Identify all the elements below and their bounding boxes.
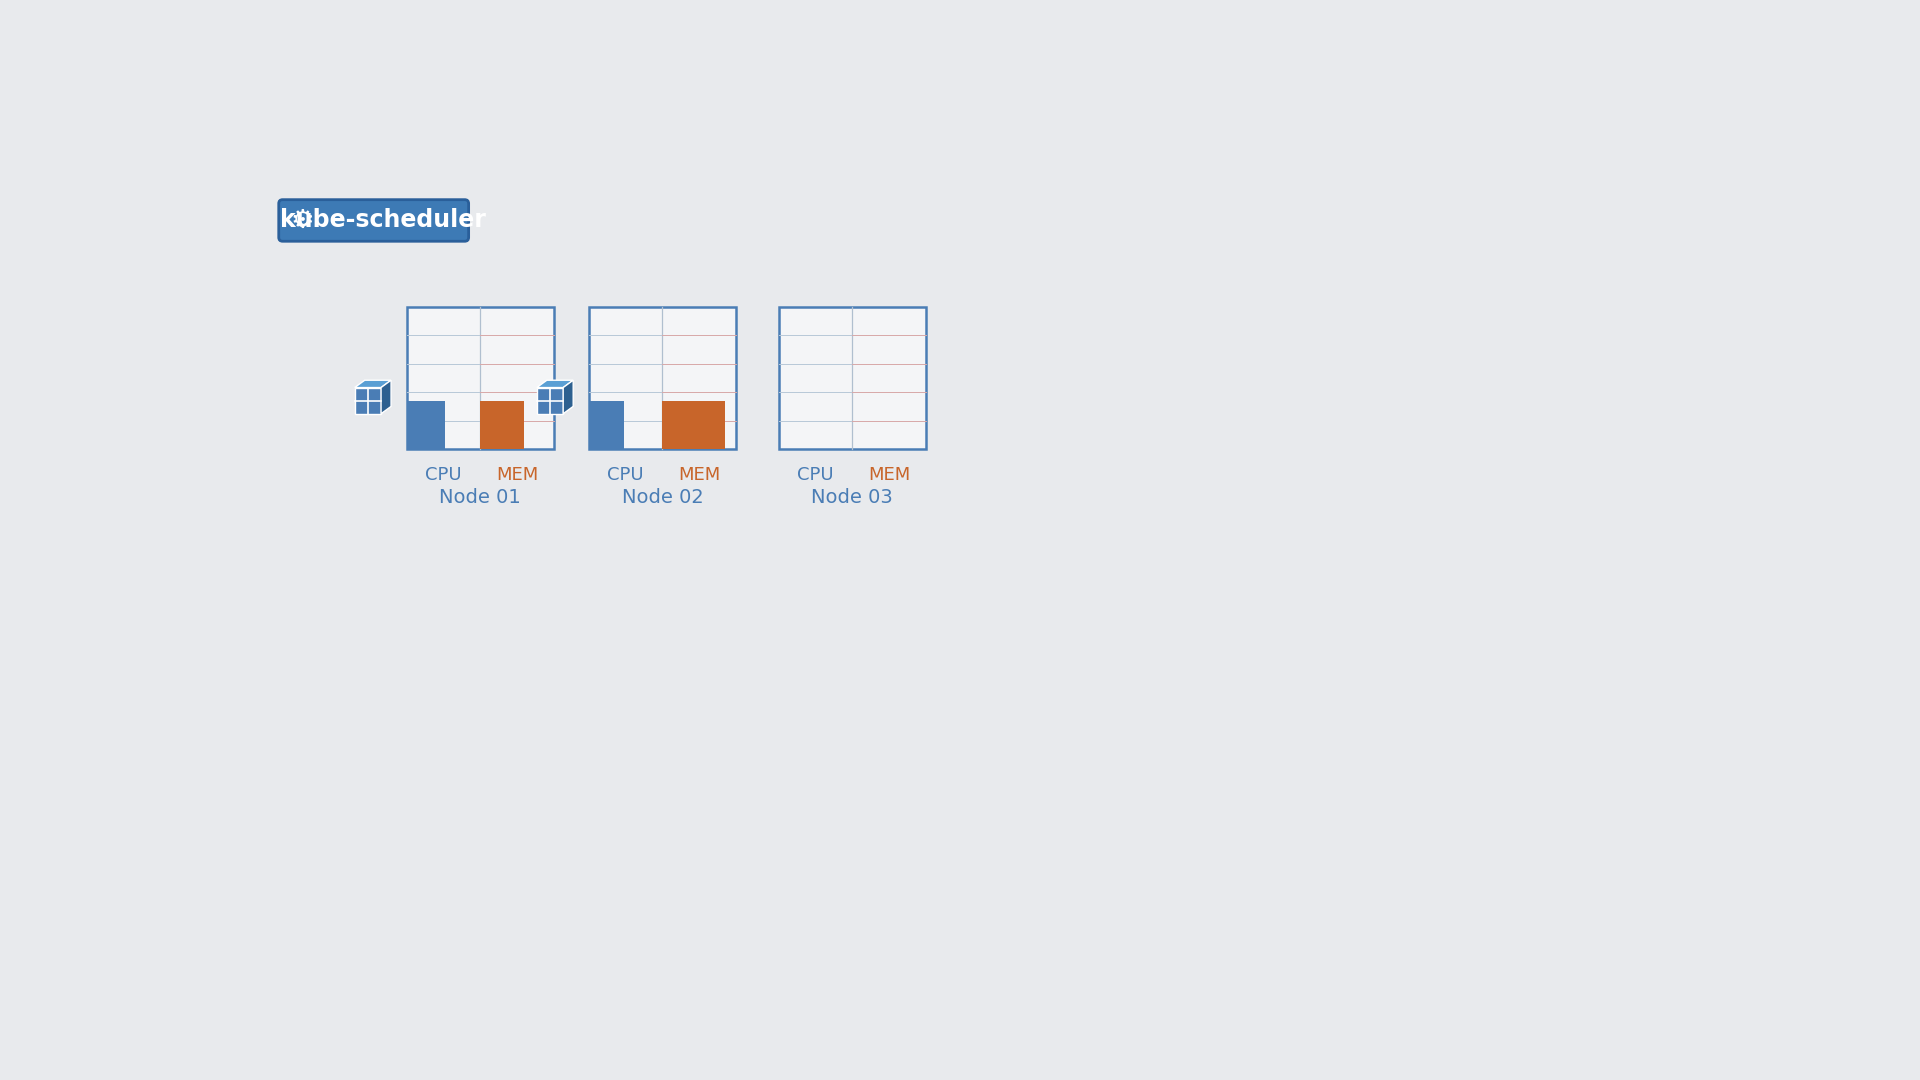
Bar (355, 388, 380, 414)
Text: CPU: CPU (797, 467, 833, 484)
Polygon shape (538, 380, 574, 388)
Text: Node 03: Node 03 (812, 488, 893, 507)
Polygon shape (380, 380, 392, 414)
Text: MEM: MEM (495, 467, 538, 484)
Bar (589, 307, 735, 449)
Text: kube-scheduler: kube-scheduler (280, 208, 486, 232)
Text: MEM: MEM (868, 467, 910, 484)
Bar (407, 307, 553, 449)
Bar (480, 401, 524, 449)
Text: CPU: CPU (607, 467, 643, 484)
Bar (538, 388, 563, 414)
Text: Node 02: Node 02 (622, 488, 703, 507)
Polygon shape (355, 380, 392, 388)
Text: MEM: MEM (678, 467, 720, 484)
Bar (407, 401, 445, 449)
Text: Node 01: Node 01 (440, 488, 520, 507)
Bar (589, 401, 624, 449)
Text: ⚙: ⚙ (292, 207, 315, 233)
Polygon shape (563, 380, 574, 414)
Bar (662, 401, 726, 449)
Text: CPU: CPU (424, 467, 461, 484)
Bar (780, 307, 925, 449)
FancyBboxPatch shape (278, 200, 468, 241)
